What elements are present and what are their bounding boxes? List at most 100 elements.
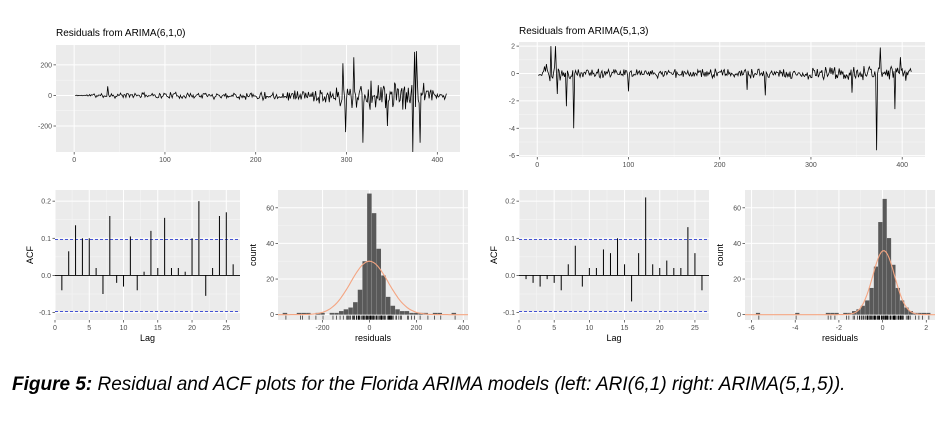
y-tick-label: 20 bbox=[733, 277, 741, 284]
density-curve bbox=[278, 260, 468, 316]
histogram-bar bbox=[891, 264, 896, 315]
y-tick-label: 40 bbox=[733, 241, 741, 248]
histogram-bar bbox=[390, 305, 396, 315]
histogram-bar bbox=[451, 312, 457, 315]
histogram-bar bbox=[385, 296, 391, 315]
y-tick-label: 0.0 bbox=[41, 273, 51, 280]
acf-plot-right: 0 5 10 15 20 25 -0.1 0.0 0.1 0.2 Lag ACF bbox=[489, 190, 709, 343]
residual-series-line bbox=[538, 46, 912, 151]
y-tick-label: 0.1 bbox=[505, 236, 515, 243]
x-tick-label: 5 bbox=[552, 325, 556, 332]
histogram-bar bbox=[395, 309, 400, 315]
y-tick-label: 2 bbox=[511, 44, 515, 51]
x-tick-label: -4 bbox=[792, 325, 798, 332]
y-axis-title: count bbox=[248, 243, 258, 266]
y-axis-title: ACF bbox=[25, 245, 35, 264]
histogram-bar bbox=[869, 287, 874, 315]
residual-histogram-left: -200 0 200 400 0 20 40 60 residuals count bbox=[248, 190, 469, 343]
x-tick-label: 0 bbox=[72, 157, 76, 164]
histogram-bar bbox=[437, 312, 442, 315]
residual-series-line bbox=[75, 51, 447, 153]
histogram-bar bbox=[348, 307, 353, 315]
plot-title: Residuals from ARIMA(6,1,0) bbox=[56, 28, 186, 39]
y-tick-label: -4 bbox=[509, 126, 515, 133]
histogram-bar bbox=[830, 312, 835, 315]
x-tick-label: 0 bbox=[881, 325, 885, 332]
panel-background bbox=[519, 190, 709, 320]
x-tick-label: -6 bbox=[748, 325, 754, 332]
x-tick-label: 25 bbox=[222, 325, 230, 332]
x-tick-label: 400 bbox=[431, 157, 443, 164]
y-tick-label: 0 bbox=[737, 312, 741, 319]
x-tick-label: 0 bbox=[53, 325, 57, 332]
y-tick-label: 0.2 bbox=[41, 199, 51, 206]
histogram-bar bbox=[926, 312, 931, 315]
y-tick-label: 60 bbox=[266, 205, 274, 212]
plot-title: Residuals from ARIMA(5,1,3) bbox=[519, 26, 649, 37]
histogram-bar bbox=[329, 312, 335, 315]
histogram-bar bbox=[860, 305, 865, 315]
x-tick-label: 400 bbox=[457, 325, 469, 332]
x-tick-label: 0 bbox=[368, 325, 372, 332]
histogram-bar bbox=[353, 302, 358, 315]
histogram-bar bbox=[865, 300, 870, 315]
histogram-bar bbox=[414, 312, 419, 315]
y-tick-label: 0 bbox=[270, 312, 274, 319]
x-tick-label: 15 bbox=[154, 325, 162, 332]
histogram-bar bbox=[900, 300, 905, 315]
x-tick-label: 5 bbox=[87, 325, 91, 332]
histogram-bar bbox=[376, 248, 382, 315]
x-tick-label: 0 bbox=[535, 162, 539, 169]
histogram-bar bbox=[795, 312, 800, 315]
histogram-bar bbox=[338, 311, 344, 315]
x-tick-label: 200 bbox=[411, 325, 423, 332]
histogram-bar bbox=[399, 311, 405, 315]
y-tick-label: 60 bbox=[733, 205, 741, 212]
histogram-bar bbox=[320, 312, 325, 315]
y-tick-label: -2 bbox=[509, 98, 515, 105]
x-tick-label: 10 bbox=[120, 325, 128, 332]
x-tick-label: 0 bbox=[517, 325, 521, 332]
y-tick-label: 0.1 bbox=[41, 236, 51, 243]
histogram-bar bbox=[381, 275, 386, 315]
x-tick-label: 2 bbox=[924, 325, 928, 332]
panel-background bbox=[745, 190, 935, 320]
histogram-bar bbox=[301, 312, 306, 315]
histogram-bar bbox=[878, 222, 883, 315]
caption-label: Figure 5: bbox=[12, 374, 93, 395]
histogram-bar bbox=[904, 307, 909, 315]
histogram-bar bbox=[371, 213, 377, 315]
histogram-bar bbox=[908, 311, 913, 315]
x-tick-label: 300 bbox=[805, 162, 817, 169]
histogram-bar bbox=[843, 312, 848, 315]
x-tick-label: 400 bbox=[896, 162, 908, 169]
y-tick-label: 40 bbox=[266, 241, 274, 248]
y-tick-label: 20 bbox=[266, 277, 274, 284]
histogram-bar bbox=[296, 312, 302, 315]
x-axis-title: residuals bbox=[355, 333, 392, 343]
histogram-bar bbox=[334, 312, 339, 315]
histogram-bar bbox=[357, 289, 363, 315]
y-tick-label: -0.1 bbox=[39, 310, 51, 317]
y-tick-label: 200 bbox=[40, 62, 52, 69]
histogram-bar bbox=[432, 312, 438, 315]
y-tick-label: 0.2 bbox=[505, 199, 515, 206]
x-tick-label: 300 bbox=[341, 157, 353, 164]
histogram-bar bbox=[306, 312, 311, 315]
histogram-bar bbox=[895, 287, 900, 315]
histogram-bar bbox=[856, 309, 861, 315]
histogram-bar bbox=[343, 309, 349, 315]
y-tick-label: 0 bbox=[48, 93, 52, 100]
x-tick-label: -2 bbox=[836, 325, 842, 332]
histogram-bar bbox=[834, 312, 839, 315]
histogram-bar bbox=[404, 311, 410, 315]
figure-caption: Figure 5: Residual and ACF plots for the… bbox=[12, 371, 942, 398]
histogram-bar bbox=[362, 261, 367, 315]
caption-text: Residual and ACF plots for the Florida A… bbox=[92, 374, 846, 395]
x-tick-label: -200 bbox=[316, 325, 330, 332]
y-tick-label: 0.0 bbox=[505, 273, 515, 280]
y-tick-label: -0.1 bbox=[503, 310, 515, 317]
x-tick-label: 200 bbox=[714, 162, 726, 169]
residual-timeseries-left: 0 100 200 300 400 -200 0 200 Residuals from ARIM… bbox=[38, 28, 460, 164]
x-tick-label: 100 bbox=[623, 162, 635, 169]
